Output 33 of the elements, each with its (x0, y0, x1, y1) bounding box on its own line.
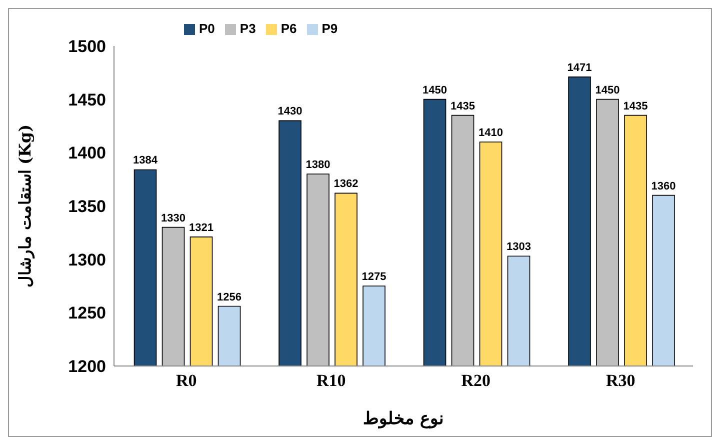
data-label: 1384 (133, 154, 158, 167)
legend-label: P6 (280, 21, 297, 36)
data-label: 1321 (189, 222, 214, 234)
data-label: 1471 (567, 62, 592, 74)
y-axis-title: استقامت مارشال (Kg) (16, 124, 36, 288)
data-label: 1435 (450, 100, 476, 112)
y-tick-label: 1300 (68, 250, 106, 270)
data-label: 1380 (306, 159, 330, 171)
data-label: 1275 (362, 271, 386, 283)
x-tick-label: R20 (461, 371, 491, 390)
data-label: 1410 (478, 127, 504, 139)
data-label: 1360 (651, 180, 676, 192)
x-tick-label: R0 (176, 371, 197, 390)
y-tick-label: 1350 (68, 197, 106, 216)
data-label: 1362 (334, 178, 358, 190)
y-tick-label: 1400 (68, 144, 106, 163)
data-label: 1450 (595, 84, 620, 96)
x-tick-label: R30 (606, 371, 636, 390)
data-label: 1303 (506, 241, 532, 254)
y-tick-label: 1200 (68, 357, 106, 376)
data-label: 1435 (623, 100, 648, 112)
data-label: 1450 (422, 84, 448, 96)
y-tick-label: 1500 (68, 37, 106, 56)
data-label: 1430 (278, 106, 302, 118)
legend-label: P0 (199, 21, 215, 36)
x-axis-title: نوع مخلوط (363, 409, 444, 429)
y-tick-label: 1450 (68, 90, 106, 110)
data-label: 1256 (217, 291, 242, 304)
y-tick-label: 1250 (68, 304, 106, 323)
x-tick-label: R10 (316, 371, 346, 390)
legend-label: P9 (322, 21, 338, 36)
legend-label: P3 (240, 21, 256, 36)
data-label: 1330 (161, 212, 186, 224)
